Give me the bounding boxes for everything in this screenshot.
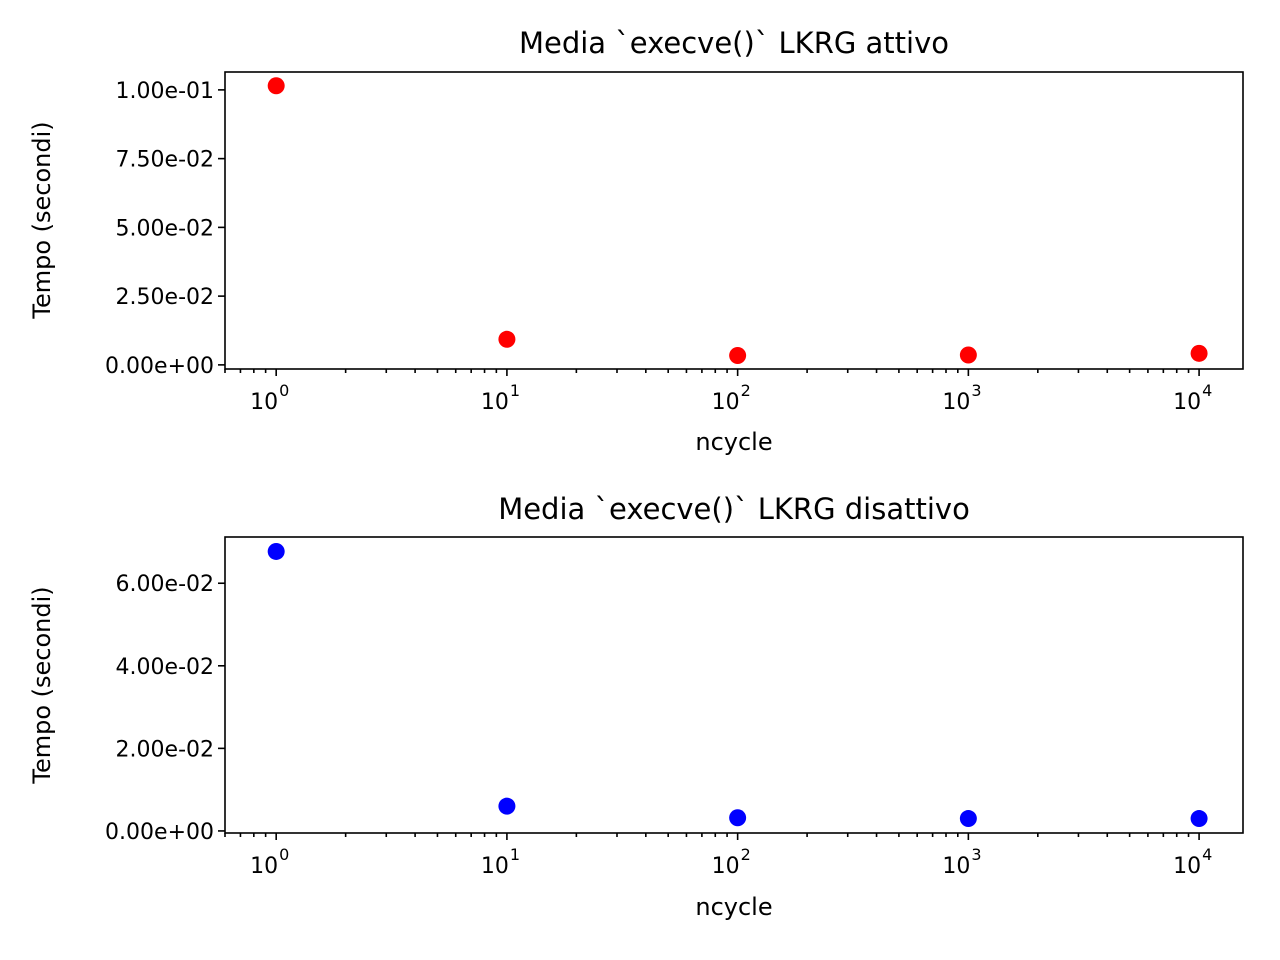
x-tick-label: 10	[250, 390, 278, 415]
x-tick-exponent: 0	[279, 381, 289, 400]
chart-title: Media `execve()` LKRG attivo	[519, 26, 949, 60]
data-point	[959, 810, 977, 828]
y-tick-label: 6.00e-02	[116, 572, 214, 597]
data-point	[1190, 810, 1208, 828]
x-axis-label: ncycle	[695, 893, 772, 921]
x-tick-exponent: 0	[279, 845, 289, 864]
subplot-lkrg-active: Media `execve()` LKRG attivo ncycle Temp…	[28, 26, 1244, 456]
y-axis-label: Tempo (secondi)	[28, 586, 56, 784]
x-tick-exponent: 2	[741, 381, 751, 400]
x-tick-label: 10	[942, 390, 970, 415]
x-tick-exponent: 1	[510, 381, 520, 400]
data-point	[729, 347, 747, 365]
data-point	[498, 797, 516, 815]
x-tick-label: 10	[1173, 390, 1201, 415]
data-point	[729, 809, 747, 827]
y-tick-label: 1.00e-01	[116, 79, 214, 104]
x-tick-label: 10	[1173, 854, 1201, 879]
x-tick-exponent: 4	[1202, 381, 1212, 400]
x-tick-label: 10	[481, 854, 509, 879]
x-tick-exponent: 1	[510, 845, 520, 864]
x-tick-exponent: 4	[1202, 845, 1212, 864]
data-point	[267, 77, 285, 95]
x-tick-label: 10	[250, 854, 278, 879]
x-tick-label: 10	[712, 854, 740, 879]
plot-frame	[224, 536, 1244, 834]
data-point	[959, 346, 977, 364]
data-point	[1190, 344, 1208, 362]
y-tick-label: 2.00e-02	[116, 737, 214, 762]
y-tick-label: 4.00e-02	[116, 655, 214, 680]
y-tick-label: 2.50e-02	[116, 285, 214, 310]
y-axis-label: Tempo (secondi)	[28, 121, 56, 319]
x-tick-label: 10	[481, 390, 509, 415]
x-tick-label: 10	[942, 854, 970, 879]
y-tick-label: 7.50e-02	[116, 148, 214, 173]
data-point	[498, 330, 516, 348]
y-tick-label: 0.00e+00	[105, 820, 214, 845]
subplot-lkrg-inactive: Media `execve()` LKRG disattivo ncycle T…	[28, 492, 1244, 921]
x-tick-exponent: 3	[971, 381, 981, 400]
data-points	[267, 77, 1208, 365]
plot-frame	[224, 71, 1244, 370]
data-points	[267, 542, 1208, 828]
x-tick-exponent: 3	[971, 845, 981, 864]
chart-title: Media `execve()` LKRG disattivo	[498, 492, 970, 526]
data-point	[267, 542, 285, 560]
y-tick-label: 5.00e-02	[116, 216, 214, 241]
x-axis-label: ncycle	[695, 428, 772, 456]
y-tick-label: 0.00e+00	[105, 354, 214, 379]
axis-ticks: 10 0 10 1 10 2 10 3 10 40.00e+002.50e-025.00e-027…	[105, 79, 1212, 415]
axis-ticks: 10 0 10 1 10 2 10 3 10 40.00e+002.00e-024.00e-026…	[105, 572, 1212, 879]
x-tick-exponent: 2	[741, 845, 751, 864]
x-tick-label: 10	[712, 390, 740, 415]
